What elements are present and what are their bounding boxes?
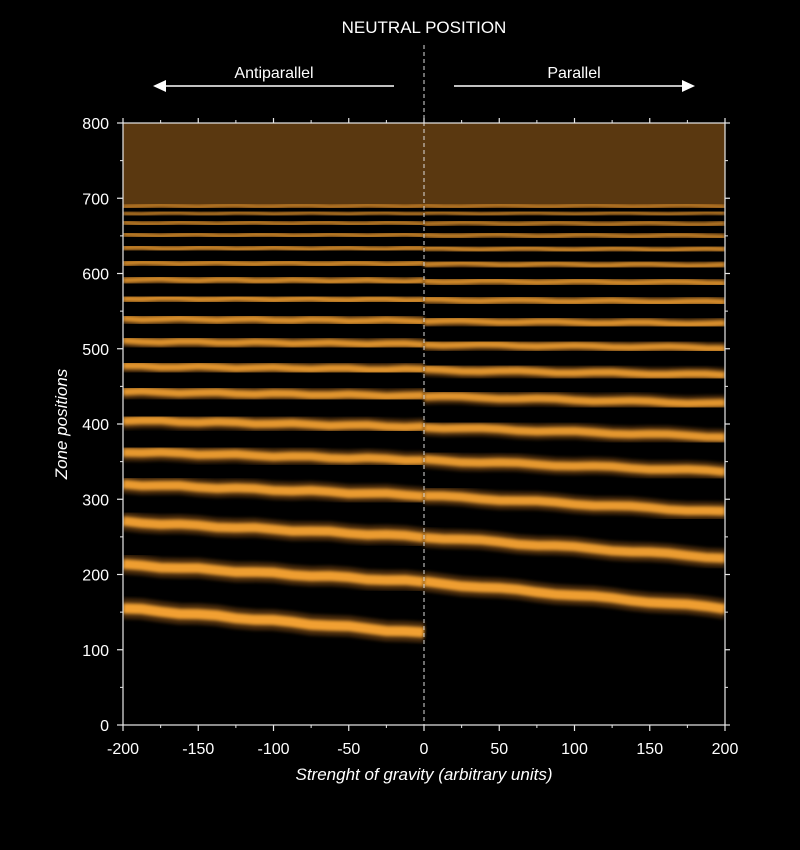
x-tick-label-1: -150 bbox=[182, 741, 214, 758]
band-7-right bbox=[423, 392, 725, 408]
y-tick-label-8: 800 bbox=[82, 116, 109, 133]
x-axis: -200 -150 -100 -50 0 50 100 150 200 bbox=[107, 118, 738, 758]
y-tick-label-3: 300 bbox=[82, 492, 109, 509]
x-tick-label-8: 200 bbox=[712, 741, 739, 758]
y-axis-title: Zone positions bbox=[52, 368, 71, 480]
y-tick-label-1: 100 bbox=[82, 643, 109, 660]
band-18-right bbox=[423, 203, 725, 209]
band-10-right bbox=[423, 317, 725, 328]
band-3-right bbox=[423, 532, 725, 563]
band-5-left bbox=[123, 447, 425, 465]
band-8-right bbox=[423, 365, 725, 379]
x-tick-label-7: 150 bbox=[636, 741, 663, 758]
band-12-left bbox=[123, 275, 425, 285]
band-15-right bbox=[423, 232, 725, 239]
band-6-right bbox=[423, 423, 725, 442]
x-tick-label-4: 0 bbox=[420, 741, 429, 758]
band-14-left bbox=[123, 244, 425, 252]
band-13-left bbox=[123, 259, 425, 268]
band-17-right bbox=[423, 210, 725, 216]
x-tick-label-5: 50 bbox=[490, 741, 508, 758]
band-13-right bbox=[423, 260, 725, 269]
band-10-left bbox=[123, 314, 425, 326]
left-arrow bbox=[153, 80, 394, 92]
y-tick-label-2: 200 bbox=[82, 568, 109, 585]
x-axis-title: Strenght of gravity (arbitrary units) bbox=[295, 765, 552, 784]
band-17-left bbox=[123, 210, 424, 216]
band-9-right bbox=[423, 340, 725, 353]
band-8-left bbox=[123, 361, 425, 374]
y-tick-label-7: 700 bbox=[82, 191, 109, 208]
y-axis: 0 100 200 300 400 500 600 700 800 bbox=[82, 116, 730, 735]
band-14-right bbox=[424, 245, 725, 253]
band-4-right bbox=[423, 491, 725, 516]
y-tick-label-6: 600 bbox=[82, 267, 109, 284]
parallel-label: Parallel bbox=[547, 65, 600, 82]
band-18-left bbox=[123, 203, 425, 209]
y-tick-label-5: 500 bbox=[82, 342, 109, 359]
band-2-left bbox=[123, 558, 425, 588]
band-12-right bbox=[423, 277, 725, 287]
band-9-left bbox=[123, 336, 425, 349]
antiparallel-label: Antiparallel bbox=[234, 65, 313, 82]
band-16-right bbox=[423, 220, 725, 227]
band-6-left bbox=[123, 416, 425, 432]
x-tick-label-2: -100 bbox=[257, 741, 289, 758]
band-3-left bbox=[123, 516, 425, 543]
y-tick-label-0: 0 bbox=[100, 718, 109, 735]
x-tick-label-6: 100 bbox=[561, 741, 588, 758]
band-7-left bbox=[123, 387, 425, 401]
band-4-left bbox=[123, 479, 425, 501]
x-axis-title-units: (arbitrary units) bbox=[438, 765, 552, 784]
band-15-left bbox=[123, 232, 425, 239]
y-tick-label-4: 400 bbox=[82, 417, 109, 434]
bands-group bbox=[123, 201, 725, 643]
band-1-left bbox=[123, 603, 425, 638]
band-2-right bbox=[423, 576, 725, 614]
band-16-left bbox=[123, 220, 425, 226]
right-arrow bbox=[454, 80, 695, 92]
chart-title: NEUTRAL POSITION bbox=[342, 18, 507, 37]
x-tick-label-0: -200 bbox=[107, 741, 139, 758]
x-axis-title-main: Strenght of gravity bbox=[295, 765, 434, 784]
x-tick-label-3: -50 bbox=[337, 741, 360, 758]
band-11-right bbox=[423, 296, 725, 306]
band-11-left bbox=[123, 294, 425, 304]
band-5-right bbox=[423, 454, 725, 477]
